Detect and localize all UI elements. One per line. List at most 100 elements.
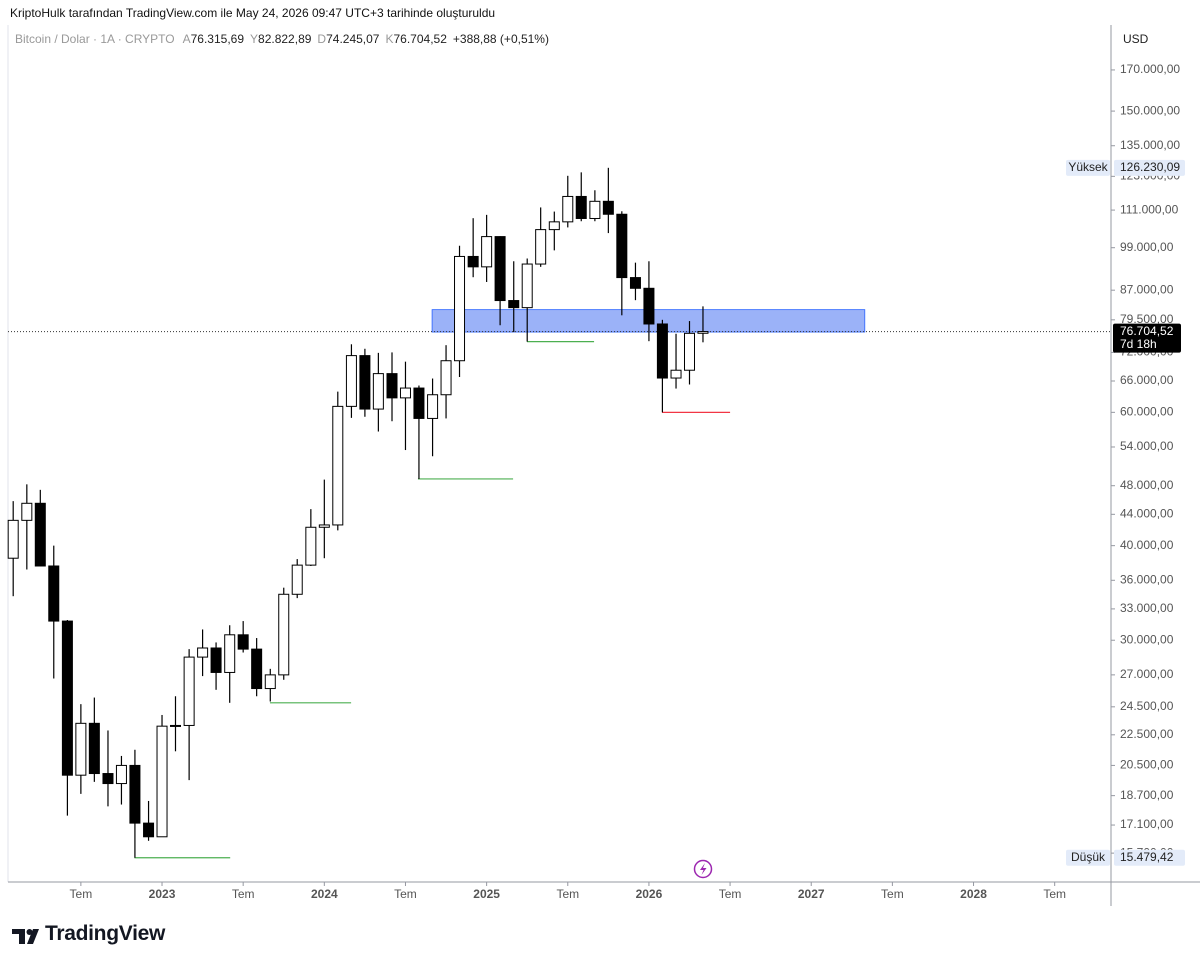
marker-name: Düşük: [1071, 850, 1106, 864]
candle-body: [7, 519, 19, 559]
candle-body: [602, 200, 614, 215]
candle-body: [697, 331, 709, 334]
field-value: 76.704,52: [393, 32, 447, 46]
candle-body: [183, 656, 195, 726]
y-tick-label: 150.000,00: [1120, 103, 1180, 117]
candle-body: [399, 387, 411, 399]
candle-body: [48, 565, 60, 622]
y-tick-label: 54.000,00: [1120, 439, 1174, 453]
candle-body: [237, 634, 249, 650]
marker-value-bg: [1114, 159, 1185, 176]
y-tick-label: 30.000,00: [1120, 632, 1174, 646]
field-value: 76.315,69: [190, 32, 245, 46]
candle-body: [643, 287, 655, 325]
candle-body: [481, 236, 493, 268]
candle-body: [264, 674, 276, 690]
brand-logo-dot: [26, 929, 33, 935]
field-key: A: [182, 32, 191, 46]
y-tick-label: 87.000,00: [1120, 282, 1174, 296]
candle-body: [332, 405, 344, 526]
brand: TradingView: [45, 922, 166, 945]
countdown: 7d 18h: [1120, 337, 1157, 351]
brand-logo: [12, 929, 39, 944]
y-tick-label: 170.000,00: [1120, 62, 1180, 76]
candle-body: [454, 255, 466, 362]
y-tick-label: 27.000,00: [1120, 667, 1174, 681]
candle-body: [102, 773, 114, 785]
y-tick-label: 99.000,00: [1120, 240, 1174, 254]
event-bolt: [700, 863, 707, 875]
candle-body: [494, 236, 506, 302]
candle-body: [359, 355, 371, 410]
marker-name-bg: [1066, 849, 1110, 866]
y-tick-label: 79.500,00: [1120, 312, 1174, 326]
change: +388,88 (+0,51%): [452, 32, 549, 46]
x-tick-label: Tem: [556, 887, 579, 901]
y-tick-label: 20.500,00: [1120, 758, 1174, 772]
x-tick-label: 2024: [311, 887, 338, 901]
candle-body: [75, 722, 87, 776]
candle-body: [372, 373, 384, 410]
candle-body: [318, 524, 330, 528]
y-tick-label: 60.000,00: [1120, 405, 1174, 419]
marker-value: 15.479,42: [1120, 850, 1174, 864]
symbol-title: Bitcoin / Dolar · 1A · CRYPTO: [15, 32, 175, 46]
last-price: 76.704,52: [1120, 324, 1174, 338]
candle-body: [575, 195, 587, 219]
candle-body: [589, 200, 601, 219]
event-icon[interactable]: [693, 859, 713, 879]
candle-body: [427, 394, 439, 419]
candle-body: [548, 221, 560, 231]
marker-name: Yüksek: [1068, 160, 1108, 174]
y-tick-label: 17.100,00: [1120, 817, 1174, 831]
y-tick-label: 22.500,00: [1120, 727, 1174, 741]
candle-body: [210, 647, 222, 673]
field-value: 74.245,07: [326, 32, 380, 46]
candle-body: [169, 724, 181, 727]
candle-body: [34, 502, 46, 567]
plot: [7, 167, 1111, 859]
candle-body: [156, 725, 168, 838]
candle-body: [345, 355, 357, 407]
candle-body: [670, 369, 682, 379]
y-tick-label: 44.000,00: [1120, 506, 1174, 520]
candle-body: [143, 822, 155, 838]
field-key: K: [385, 32, 394, 46]
y-tick-label: 66.000,00: [1120, 373, 1174, 387]
candle-body: [386, 373, 398, 399]
candle-body: [629, 277, 641, 289]
y-tick-label: 135.000,00: [1120, 138, 1180, 152]
y-tick-label: 33.000,00: [1120, 601, 1174, 615]
last-price-bg: [1113, 323, 1181, 353]
candle-body: [88, 722, 100, 775]
candle-body: [440, 360, 452, 396]
x-tick-label: 2023: [149, 887, 176, 901]
candle-body: [508, 300, 520, 309]
candle-body: [467, 255, 479, 268]
x-tick-label: Tem: [1043, 887, 1066, 901]
field-key: D: [317, 32, 327, 46]
candle-body: [656, 323, 668, 379]
y-tick-label: 48.000,00: [1120, 478, 1174, 492]
currency: USD: [1123, 32, 1149, 46]
x-tick-label: 2026: [636, 887, 663, 901]
x-tick-label: Tem: [70, 887, 93, 901]
candle-body: [305, 526, 317, 566]
marker-value: 126.230,09: [1120, 160, 1180, 174]
candle-body: [224, 634, 236, 673]
x-tick-label: Tem: [719, 887, 742, 901]
x-tick-label: Tem: [881, 887, 904, 901]
x-tick-label: 2028: [960, 887, 987, 901]
candle-body: [251, 648, 263, 690]
y-tick-label: 24.500,00: [1120, 699, 1174, 713]
field-value: 82.822,89: [258, 32, 312, 46]
axes: 170.000,00150.000,00135.000,00123.000,00…: [70, 62, 1181, 901]
candle-body: [197, 647, 209, 658]
caption: KriptoHulk tarafından TradingView.com il…: [10, 6, 496, 20]
marker-name-bg: [1066, 159, 1110, 176]
field-key: Y: [250, 32, 259, 46]
candle-body: [129, 764, 141, 824]
y-tick-label: 111.000,00: [1120, 202, 1179, 216]
